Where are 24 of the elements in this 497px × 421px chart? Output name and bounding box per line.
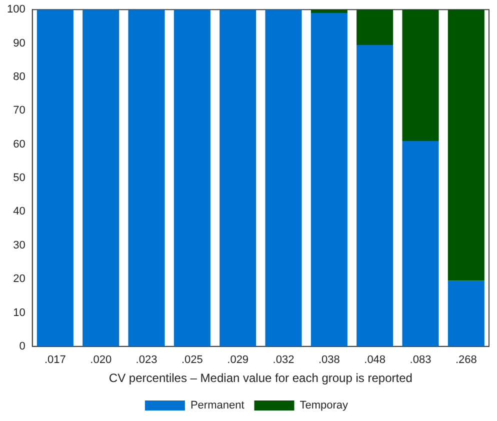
y-tick-label: 50 bbox=[13, 172, 26, 184]
x-tick-label: .268 bbox=[455, 354, 477, 366]
y-tick-label: 30 bbox=[13, 239, 26, 252]
x-tick-label: .038 bbox=[318, 354, 340, 366]
x-tick-label: .023 bbox=[136, 354, 158, 366]
y-tick-label: 10 bbox=[13, 306, 26, 319]
y-tick-label: 90 bbox=[13, 37, 26, 50]
x-tick-label: .083 bbox=[410, 354, 432, 366]
y-tick-label: 70 bbox=[13, 104, 26, 117]
x-tick-label: .029 bbox=[227, 354, 249, 366]
legend-label: Temporay bbox=[300, 400, 349, 412]
y-tick-label: 80 bbox=[13, 70, 26, 83]
x-tick-label: .025 bbox=[181, 354, 203, 366]
legend-label: Permanent bbox=[190, 400, 244, 412]
x-tick-label: .032 bbox=[272, 354, 294, 366]
y-tick-label: 0 bbox=[19, 340, 26, 352]
y-tick-label: 20 bbox=[13, 273, 26, 286]
x-tick-label: .017 bbox=[44, 354, 66, 366]
y-tick-label: 60 bbox=[13, 138, 26, 150]
x-tick-label: .020 bbox=[90, 354, 112, 366]
y-tick-label: 100 bbox=[6, 4, 26, 16]
y-tick-label: 40 bbox=[13, 206, 26, 218]
x-tick-label: .048 bbox=[364, 354, 386, 366]
x-axis-title: CV percentiles – Median value for each group is reported bbox=[108, 371, 412, 386]
